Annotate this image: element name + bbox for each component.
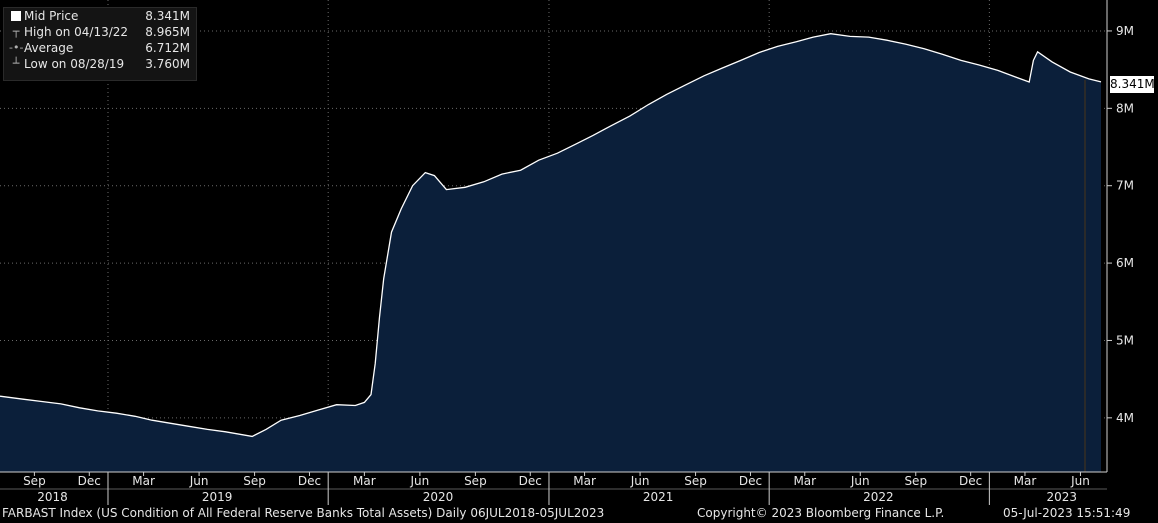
y-tick-label: 5M <box>1116 333 1134 347</box>
x-tick-label: Mar <box>793 474 816 488</box>
x-tick-label: Dec <box>298 474 321 488</box>
x-year-label: 2018 <box>37 490 68 504</box>
y-axis-ticks: 4M 5M 6M 7M 8M 9M <box>1107 24 1134 425</box>
axes <box>0 0 1108 490</box>
white-square-icon <box>9 8 23 24</box>
legend-label: Average <box>24 41 74 55</box>
legend-row-average[interactable]: -•- Average 6.712M <box>4 40 196 56</box>
x-tick-label: Dec <box>959 474 982 488</box>
legend-label: High on 04/13/22 <box>24 25 129 39</box>
y-tick-label: 8M <box>1116 101 1134 115</box>
x-tick-label: Jun <box>1070 474 1090 488</box>
footer-copyright: Copyright© 2023 Bloomberg Finance L.P. <box>697 506 945 520</box>
legend-label: Mid Price <box>24 9 79 23</box>
x-tick-label: Sep <box>904 474 927 488</box>
x-tick-label: Mar <box>353 474 376 488</box>
footer-ticker-description: FARBAST Index (US Condition of All Feder… <box>2 506 605 520</box>
legend-value: 6.712M <box>145 41 190 55</box>
footer-timestamp: 05-Jul-2023 15:51:49 <box>1003 506 1131 520</box>
x-tick-label: Jun <box>189 474 209 488</box>
x-tick-label: Sep <box>243 474 266 488</box>
series-line <box>0 33 1102 438</box>
series-area <box>0 33 1101 472</box>
x-year-label: 2023 <box>1046 490 1077 504</box>
x-year-label: 2022 <box>863 490 894 504</box>
x-tick-label: Mar <box>1014 474 1037 488</box>
last-value-tag: 8.341M <box>1110 76 1155 93</box>
x-tick-label: Jun <box>630 474 650 488</box>
legend-value: 3.760M <box>145 57 190 71</box>
average-marker-icon: -•- <box>9 41 24 54</box>
legend: Mid Price 8.341M ┬ High on 04/13/22 8.96… <box>3 7 197 81</box>
x-tick-label: Mar <box>573 474 596 488</box>
legend-row-mid[interactable]: Mid Price 8.341M <box>4 8 196 24</box>
x-tick-label: Mar <box>132 474 155 488</box>
x-tick-label: Dec <box>519 474 542 488</box>
x-axis-ticks: Sep Dec Mar Jun Sep Dec Mar Jun Sep Dec Mar Jun Sep D… <box>23 472 1090 505</box>
y-tick-label: 7M <box>1116 179 1134 193</box>
x-tick-label: Sep <box>684 474 707 488</box>
x-year-label: 2019 <box>202 490 233 504</box>
legend-row-low[interactable]: ┴ Low on 08/28/19 3.760M <box>4 56 196 72</box>
legend-row-high[interactable]: ┬ High on 04/13/22 8.965M <box>4 24 196 40</box>
x-tick-label: Dec <box>739 474 762 488</box>
x-tick-label: Sep <box>464 474 487 488</box>
x-tick-label: Sep <box>23 474 46 488</box>
x-tick-label: Jun <box>410 474 430 488</box>
legend-label: Low on 08/28/19 <box>24 57 125 71</box>
low-marker-icon: ┴ <box>12 57 20 70</box>
legend-value: 8.341M <box>145 9 190 23</box>
x-year-label: 2020 <box>423 490 454 504</box>
y-tick-label: 6M <box>1116 256 1134 270</box>
y-tick-label: 4M <box>1116 411 1134 425</box>
x-year-label: 2021 <box>643 490 674 504</box>
latest-edge-bar <box>1084 80 1086 472</box>
high-marker-icon: ┬ <box>12 25 20 38</box>
legend-value: 8.965M <box>145 25 190 39</box>
y-tick-label: 9M <box>1116 24 1134 38</box>
x-tick-label: Jun <box>850 474 870 488</box>
x-tick-label: Dec <box>78 474 101 488</box>
